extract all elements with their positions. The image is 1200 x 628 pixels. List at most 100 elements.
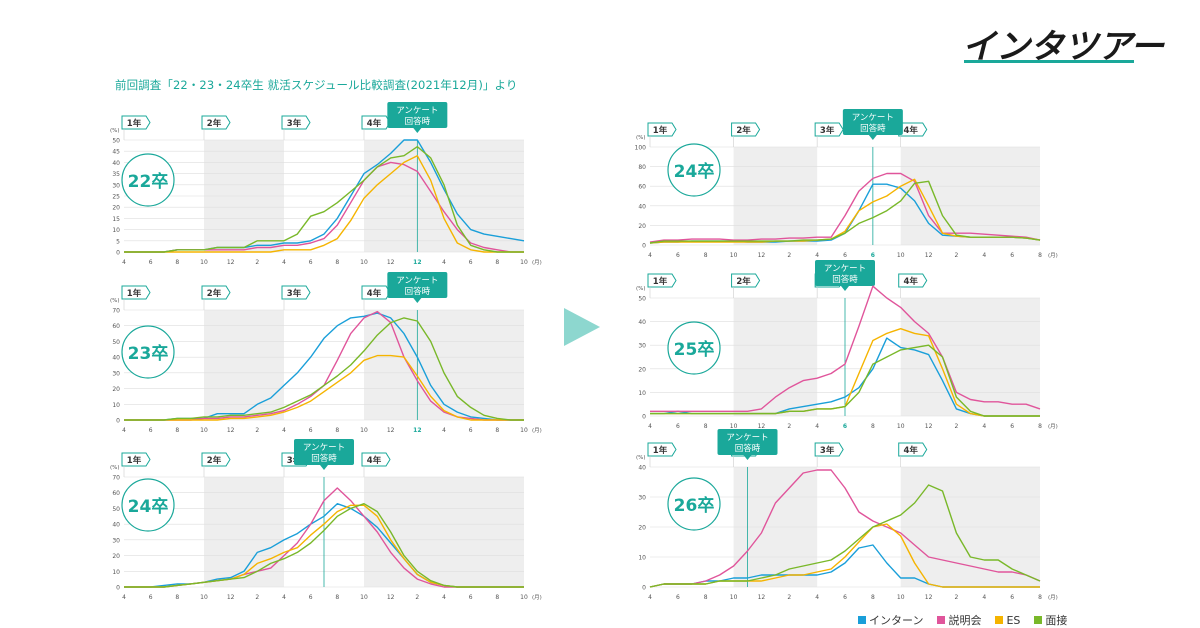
- survey-label-line2: 回答時: [860, 123, 886, 134]
- survey-label-line1: アンケート: [726, 433, 768, 443]
- x-tick-label: 4: [648, 423, 652, 430]
- chart-24: 0 20 40 60 80 100 (%) 4 6 8 10 12 2 4 6 6 10 12 2 4 6 8 (月) 1年 2…: [635, 109, 1058, 259]
- y-tick-label: 50: [112, 339, 120, 346]
- series-line-mensetsu: [649, 180, 1041, 244]
- y-tick-label: 40: [638, 465, 646, 472]
- cohort-badge-circle: [667, 321, 721, 375]
- survey-badge-pointer: [743, 455, 752, 460]
- x-tick-label: 6: [309, 259, 313, 266]
- x-tick-label: 10: [730, 423, 738, 430]
- logo-underline: [964, 60, 1134, 63]
- y-tick-label: 20: [112, 205, 120, 212]
- legend-item-intern: インターン: [858, 612, 923, 628]
- y-tick-label: 20: [638, 366, 646, 373]
- x-tick-label: 8: [175, 594, 179, 601]
- survey-badge-pointer: [841, 286, 849, 291]
- y-tick-label: 20: [638, 223, 646, 230]
- y-tick-label: 45: [112, 149, 120, 156]
- y-tick-label: 30: [112, 182, 120, 189]
- year-tag-label: 1年: [127, 455, 142, 466]
- x-tick-label: 12: [227, 259, 235, 266]
- y-tick-label: 20: [112, 386, 120, 393]
- x-tick-label: 10: [360, 259, 368, 266]
- source-note: 前回調査「22・23・24卒生 就活スケジュール比較調査(2021年12月)」よ…: [115, 78, 518, 92]
- year-tag-1: 1年: [647, 273, 677, 288]
- x-tick-label: 2: [787, 252, 791, 259]
- y-tick-label: 40: [638, 319, 646, 326]
- year-tag-2: 2年: [201, 452, 231, 467]
- x-tick-label: 12: [758, 423, 766, 430]
- series-line-mensetsu: [124, 146, 524, 253]
- x-tick-label: 6: [843, 594, 847, 601]
- x-tick-label: 8: [704, 252, 708, 259]
- year-tag-label: 4年: [904, 125, 919, 136]
- x-tick-label: 10: [897, 594, 905, 601]
- year-tag-label: 4年: [367, 118, 382, 129]
- year-tag-box: [281, 285, 311, 300]
- year-tag-4: 4年: [361, 115, 391, 130]
- year-tag-1: 1年: [121, 285, 151, 300]
- cohort-badge: 24卒: [667, 143, 721, 197]
- y-tick-label: 60: [638, 184, 646, 191]
- y-tick-label: 100: [635, 145, 647, 152]
- x-tick-label: 6: [1010, 252, 1014, 259]
- x-tick-label: 4: [442, 427, 446, 434]
- x-tick-label: 4: [282, 427, 286, 434]
- unit-label: (%): [110, 298, 120, 304]
- chart-26: 010203040(%)4681012246810122468(月)1年2年3年…: [636, 429, 1058, 601]
- month-unit-label: (月): [1048, 423, 1058, 430]
- year-tag-label: 1年: [127, 118, 142, 129]
- legend-swatch-mensetsu: [1034, 616, 1043, 624]
- year-shade: [364, 310, 524, 420]
- x-tick-label: 8: [495, 427, 499, 434]
- x-tick-label: 12: [387, 594, 395, 601]
- x-tick-label: 6: [469, 259, 473, 266]
- x-tick-label: 10: [730, 252, 738, 259]
- y-tick-label: 40: [638, 203, 646, 210]
- unit-label: (%): [110, 465, 120, 471]
- cohort-badge: 22卒: [121, 153, 175, 207]
- survey-label-line2: 回答時: [735, 443, 761, 454]
- x-tick-label: 6: [309, 594, 313, 601]
- y-tick-label: 30: [112, 370, 120, 377]
- x-tick-label: 2: [955, 252, 959, 259]
- x-tick-label: 10: [200, 594, 208, 601]
- year-tag-box: [361, 452, 391, 467]
- year-tag-label: 2年: [207, 455, 222, 466]
- year-tag-1: 1年: [121, 115, 151, 130]
- cohort-badge-circle: [667, 477, 721, 531]
- cohort-badge-circle: [121, 478, 175, 532]
- x-tick-label: 4: [442, 259, 446, 266]
- y-tick-label: 40: [112, 522, 120, 529]
- survey-label-line1: アンケート: [824, 264, 866, 274]
- unit-label: (%): [636, 135, 646, 141]
- series-line-setsumeikai: [650, 285, 1041, 412]
- year-tag-box: [201, 285, 231, 300]
- y-tick-label: 40: [112, 355, 120, 362]
- x-tick-label: 6: [149, 259, 153, 266]
- y-tick-label: 20: [112, 553, 120, 560]
- series-line-es: [124, 354, 524, 421]
- year-tag-box: [647, 273, 677, 288]
- cohort-badge: 25卒: [667, 321, 721, 375]
- legend-label-setsumeikai: 説明会: [948, 614, 982, 627]
- x-tick-label: 6: [843, 423, 847, 430]
- year-tag-3: 3年: [814, 442, 844, 457]
- y-tick-label: 10: [638, 390, 646, 397]
- year-tag-4: 4年: [898, 273, 928, 288]
- legend-label-mensetsu: 面接: [1045, 614, 1068, 627]
- x-tick-label: 8: [335, 259, 339, 266]
- series-line-mensetsu: [650, 344, 1040, 417]
- survey-badge-pointer: [868, 135, 877, 140]
- x-tick-label: 4: [815, 594, 819, 601]
- year-tag-1: 1年: [647, 122, 677, 137]
- legend-item-es: ES: [995, 614, 1020, 627]
- year-tag-3: 3年: [281, 115, 311, 130]
- year-tag-4: 4年: [898, 122, 928, 137]
- y-tick-label: 0: [642, 414, 646, 421]
- y-tick-label: 0: [642, 585, 646, 592]
